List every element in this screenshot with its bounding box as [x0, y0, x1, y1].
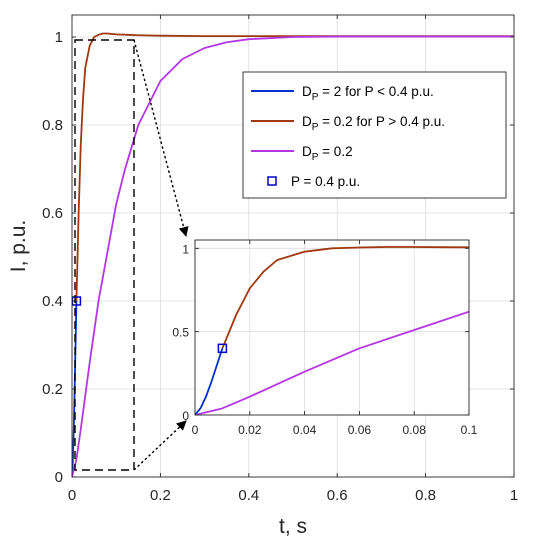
series-line-1	[75, 32, 514, 302]
x-tick-label: 0.02	[238, 423, 262, 437]
legend-label: DP = 0.2 for P > 0.4 p.u.	[302, 114, 445, 133]
main-tick-labels: 0 0.2 0.4 0.6 0.8 1 0 0.2 0.4 0.6 0.8 1	[42, 15, 518, 504]
x-tick-label: 0	[68, 487, 76, 504]
y-tick-label: 0.8	[42, 117, 63, 134]
y-tick-label: 0.6	[42, 205, 63, 222]
main-axes-frame	[71, 14, 515, 478]
x-tick-label: 0	[192, 423, 199, 437]
y-tick-label: 1	[182, 242, 189, 256]
x-tick-label: 0.06	[348, 423, 372, 437]
series-line-2	[195, 310, 469, 415]
x-tick-label: 0.1	[461, 423, 478, 437]
x-tick-label: 0.2	[150, 487, 171, 504]
inset-axes-frame	[194, 239, 470, 416]
series-line-1	[221, 246, 469, 349]
marker-point	[217, 343, 228, 354]
x-tick-label: 0.04	[293, 423, 317, 437]
y-tick-label: 0.2	[42, 381, 63, 398]
inset-plot-area	[195, 246, 469, 415]
y-tick-label: 0	[55, 469, 63, 486]
series-line-2	[72, 35, 514, 477]
x-tick-label: 1	[510, 487, 518, 504]
zoom-arrow-bottom	[133, 420, 187, 471]
x-axis-label: t, s	[279, 515, 307, 538]
zoom-region-box	[74, 39, 135, 471]
legend: DP = 2 for P < 0.4 p.u. DP = 0.2 for P > …	[251, 84, 445, 189]
zoom-arrow-top	[133, 39, 189, 237]
legend-label: P = 0.4 p.u.	[291, 174, 360, 189]
x-tick-label: 0.4	[238, 487, 259, 504]
x-tick-label: 0.08	[403, 423, 427, 437]
y-tick-label: 1	[55, 29, 63, 46]
inset-background	[195, 240, 469, 415]
legend-swatch-marker	[267, 176, 277, 186]
y-tick-label: 0	[182, 409, 189, 423]
y-tick-label: 0.5	[172, 326, 189, 340]
legend-label: DP = 2 for P < 0.4 p.u.	[302, 84, 434, 103]
y-axis-label: I, p.u.	[7, 220, 30, 273]
y-tick-label: 0.4	[42, 293, 63, 310]
legend-box	[242, 71, 507, 199]
x-tick-label: 0.6	[327, 487, 348, 504]
x-tick-label: 0.8	[415, 487, 436, 504]
legend-label: DP = 0.2	[302, 144, 353, 163]
inset-tick-labels: 0 0.02 0.04 0.06 0.08 0.1 0 0.5 1	[172, 240, 478, 437]
series-line-0	[195, 348, 224, 415]
